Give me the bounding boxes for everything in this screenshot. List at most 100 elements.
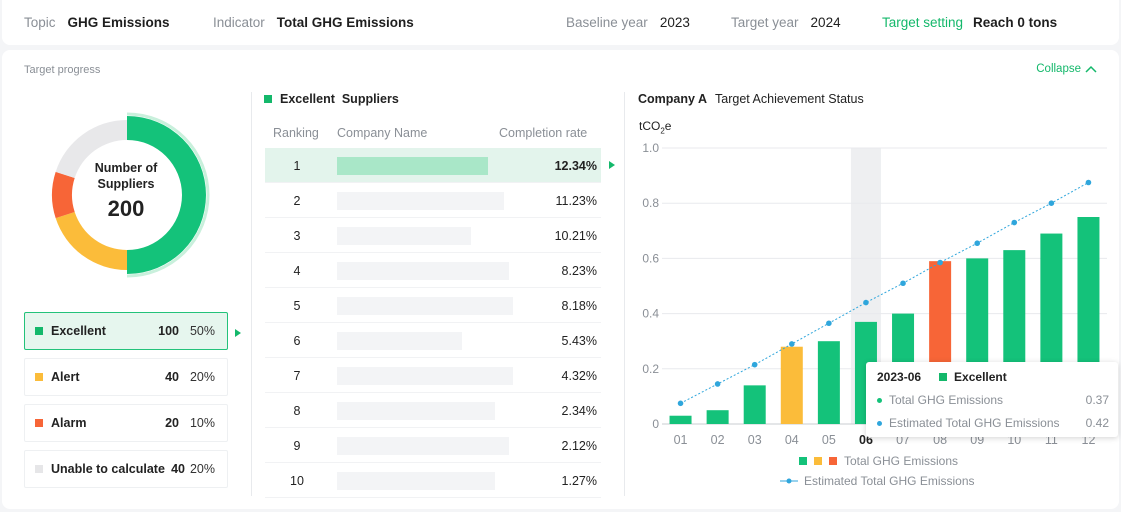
company-name-placeholder bbox=[337, 262, 509, 280]
legend-bar[interactable]: Total GHG Emissions bbox=[799, 454, 958, 468]
company-name-placeholder bbox=[337, 157, 488, 175]
donut-label-line1: Number of bbox=[94, 161, 158, 175]
alarm-swatch bbox=[35, 419, 43, 427]
tooltip-status-swatch bbox=[939, 373, 948, 381]
estimated-point-12[interactable] bbox=[1085, 179, 1092, 186]
emissions-chart: 00.20.40.60.81.001 02 03 04 05 06 07 08 09 10 11 12 bbox=[642, 141, 1107, 447]
y-tick-label: 0.6 bbox=[642, 251, 659, 265]
topic-value: GHG Emissions bbox=[67, 15, 170, 30]
col-company-name[interactable]: Company Name bbox=[337, 126, 428, 140]
table-row[interactable]: 4 8.23% bbox=[265, 253, 601, 288]
company-name-placeholder bbox=[337, 402, 495, 420]
y-tick-label: 1.0 bbox=[642, 141, 659, 155]
legend-line[interactable]: Estimated Total GHG Emissions bbox=[780, 474, 975, 488]
x-tick-label: 01 bbox=[674, 433, 688, 447]
table-row[interactable]: 3 10.21% bbox=[265, 218, 601, 253]
excellent-swatch bbox=[35, 327, 43, 335]
row-rank: 5 bbox=[293, 299, 301, 313]
row-completion-rate: 8.23% bbox=[561, 264, 597, 278]
col-completion-rate[interactable]: Completion rate bbox=[499, 126, 588, 140]
table-row[interactable]: 6 5.43% bbox=[265, 323, 601, 358]
y-tick-label: 0.8 bbox=[642, 196, 659, 210]
status-excellent[interactable]: Excellent 100 50% bbox=[24, 312, 228, 350]
status-count: 40 bbox=[165, 370, 179, 384]
row-rank: 8 bbox=[293, 404, 301, 418]
bar-03[interactable] bbox=[743, 385, 766, 424]
supplier-donut-chart bbox=[52, 112, 210, 278]
estimated-point-10[interactable] bbox=[1011, 219, 1018, 226]
estimated-point-01[interactable] bbox=[677, 400, 684, 407]
legend-bar-label: Total GHG Emissions bbox=[844, 454, 959, 468]
bar-04[interactable] bbox=[780, 346, 803, 424]
table-row[interactable]: 1 12.34% bbox=[265, 148, 601, 183]
baseline-year-filter[interactable]: Baseline year 2023 bbox=[566, 15, 690, 30]
status-alarm[interactable]: Alarm 20 10% bbox=[24, 404, 228, 442]
chevron-up-icon bbox=[1085, 65, 1097, 73]
row-completion-rate: 2.12% bbox=[561, 439, 597, 453]
estimated-point-05[interactable] bbox=[826, 320, 832, 327]
estimated-point-03[interactable] bbox=[751, 361, 758, 368]
donut-segment-alarm[interactable] bbox=[52, 171, 75, 219]
target-setting-label: Target setting bbox=[882, 15, 964, 30]
divider bbox=[624, 92, 625, 496]
row-rank: 2 bbox=[293, 194, 301, 208]
estimated-point-08[interactable] bbox=[937, 259, 943, 266]
table-row[interactable]: 9 2.12% bbox=[265, 428, 601, 463]
status-pct: 50% bbox=[189, 324, 215, 338]
donut-segment-unable-to-calculate[interactable] bbox=[55, 120, 127, 179]
tooltip-header: 2023-06 Excellent bbox=[877, 370, 1007, 384]
estimated-point-07[interactable] bbox=[900, 280, 906, 287]
bar-02[interactable] bbox=[706, 410, 729, 424]
legend-swatch-excellent bbox=[799, 457, 807, 465]
target-setting[interactable]: Target setting Reach 0 tons bbox=[882, 15, 1057, 30]
chart-title-text: Target Achievement Status bbox=[715, 92, 864, 106]
table-row[interactable]: 7 4.32% bbox=[265, 358, 601, 393]
row-rank: 4 bbox=[293, 264, 301, 278]
donut-selection-ring bbox=[126, 112, 210, 278]
donut-segment-alert[interactable] bbox=[55, 211, 127, 270]
estimated-point-09[interactable] bbox=[974, 240, 981, 247]
table-row[interactable]: 2 11.23% bbox=[265, 183, 601, 218]
target-year-label: Target year bbox=[731, 15, 799, 30]
indicator-filter[interactable]: Indicator Total GHG Emissions bbox=[213, 15, 414, 30]
row-rank: 3 bbox=[293, 229, 301, 243]
row-completion-rate: 2.34% bbox=[561, 404, 597, 418]
donut-total: 200 bbox=[107, 196, 145, 221]
donut-segment-excellent[interactable] bbox=[127, 116, 206, 274]
col-ranking[interactable]: Ranking bbox=[273, 126, 319, 140]
row-completion-rate: 8.18% bbox=[561, 299, 597, 313]
collapse-button[interactable]: Collapse bbox=[1036, 63, 1097, 75]
selected-arrow-icon bbox=[235, 329, 241, 337]
estimated-point-04[interactable] bbox=[788, 341, 795, 347]
baseline-year-label: Baseline year bbox=[566, 15, 648, 30]
bar-01[interactable] bbox=[669, 415, 692, 424]
company-name-placeholder bbox=[337, 332, 462, 350]
tooltip-label: Estimated Total GHG Emissions bbox=[889, 416, 1060, 430]
row-rank: 1 bbox=[293, 159, 301, 173]
suppliers-title-label: Suppliers bbox=[341, 92, 399, 106]
bar-05[interactable] bbox=[817, 341, 840, 424]
estimated-point-11[interactable] bbox=[1048, 200, 1055, 206]
target-year-filter[interactable]: Target year 2024 bbox=[731, 15, 841, 30]
status-alert[interactable]: Alert 40 20% bbox=[24, 358, 228, 396]
donut-center: Number of Suppliers 200 bbox=[66, 160, 186, 222]
estimated-point-02[interactable] bbox=[714, 381, 721, 387]
chart-company: Company A bbox=[638, 92, 707, 106]
status-label: Alert bbox=[51, 370, 80, 384]
table-row[interactable]: 10 1.27% bbox=[265, 463, 601, 498]
table-row[interactable]: 8 2.34% bbox=[265, 393, 601, 428]
status-pct: 20% bbox=[189, 462, 215, 476]
topic-filter[interactable]: Topic GHG Emissions bbox=[24, 15, 170, 30]
row-completion-rate: 4.32% bbox=[561, 369, 597, 383]
status-count: 20 bbox=[165, 416, 179, 430]
target-progress-panel: Target progress Collapse Number of Suppl… bbox=[2, 50, 1119, 509]
status-label: Excellent bbox=[51, 324, 106, 338]
y-axis-unit: tCO2e bbox=[639, 119, 672, 136]
company-name-placeholder bbox=[337, 227, 471, 245]
status-unable-to-calculate[interactable]: Unable to calculate 40 20% bbox=[24, 450, 228, 488]
company-name-placeholder bbox=[337, 297, 513, 315]
estimated-point-06[interactable] bbox=[863, 299, 869, 306]
table-row[interactable]: 5 8.18% bbox=[265, 288, 601, 323]
status-count: 40 bbox=[171, 462, 185, 476]
status-label: Alarm bbox=[51, 416, 87, 430]
